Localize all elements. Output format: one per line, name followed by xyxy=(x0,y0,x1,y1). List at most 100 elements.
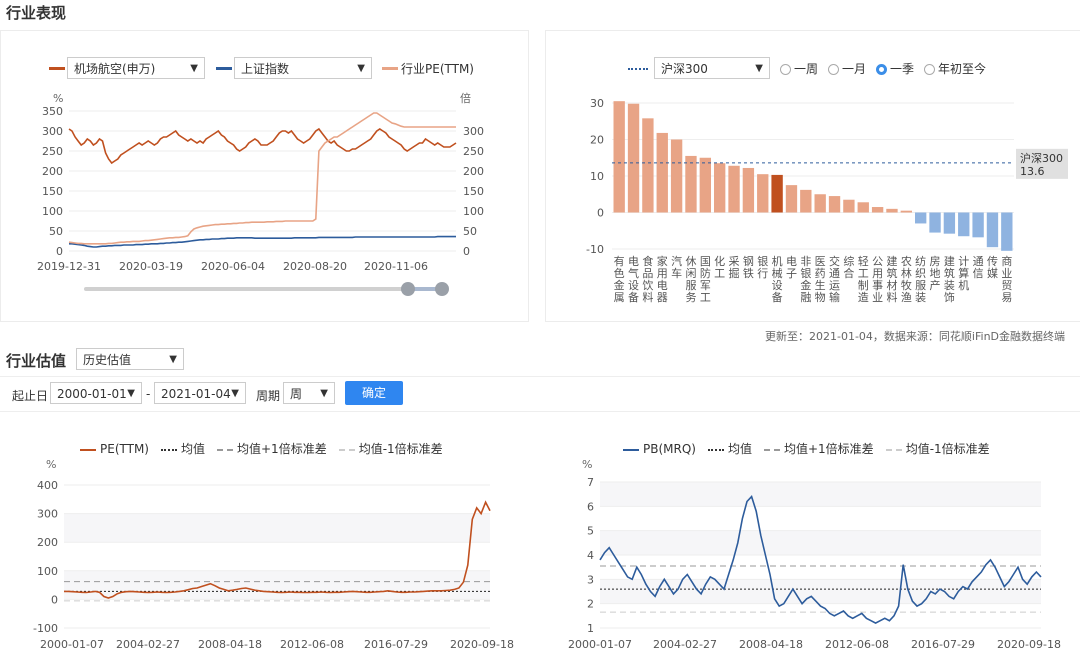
y-tick: 1 xyxy=(587,622,594,635)
x-tick: 2008-04-18 xyxy=(198,638,262,651)
bar xyxy=(929,212,941,233)
x-tick-label: 传媒 xyxy=(987,255,998,280)
legend-label: 均值 xyxy=(727,442,752,456)
period-label: 周期 xyxy=(256,389,281,403)
y-left-tick: 150 xyxy=(42,185,63,198)
section-title-performance: 行业表现 xyxy=(6,4,67,22)
legend-item[interactable]: 均值+1倍标准差 xyxy=(763,442,874,456)
legend-item[interactable]: 均值-1倍标准差 xyxy=(885,442,990,456)
x-tick-label: 公用事业 xyxy=(872,255,883,304)
industry-select-value: 机场航空(申万) xyxy=(74,62,156,76)
pe-legend: PE(TTM) 均值 均值+1倍标准差 均值-1倍标准差 xyxy=(80,440,455,457)
legend-label: 均值-1倍标准差 xyxy=(358,442,443,456)
grid-band xyxy=(600,482,1041,507)
pe-history-chart: % -100 0 100 200 300 400 2000-01-07 2004-02-27 20… xyxy=(33,458,514,651)
x-tick-label: 钢铁 xyxy=(743,255,754,280)
chevron-down-icon: ▼ xyxy=(190,63,198,74)
y-tick: 20 xyxy=(590,134,604,147)
legend-label: 均值-1倍标准差 xyxy=(905,442,990,456)
y-right-tick: 50 xyxy=(463,225,477,238)
range-slider-handle-left[interactable] xyxy=(401,282,415,296)
legend-label: 均值+1倍标准差 xyxy=(783,442,874,456)
benchmark-select[interactable]: 沪深300 ▼ xyxy=(654,57,770,79)
bar xyxy=(814,194,826,213)
range-slider-handle-right[interactable] xyxy=(435,282,449,296)
bar xyxy=(1001,212,1013,251)
x-tick-label: 轻工制造 xyxy=(858,254,869,304)
bar xyxy=(843,199,855,213)
period-radio-1[interactable]: 一月 xyxy=(828,62,866,76)
legend-swatch xyxy=(80,448,96,451)
index-legend-swatch xyxy=(216,67,232,70)
y-tick: 4 xyxy=(587,549,594,562)
bar xyxy=(785,185,798,213)
bar xyxy=(656,132,668,213)
legend-label: PE(TTM) xyxy=(100,442,149,456)
index-select-value: 上证指数 xyxy=(241,62,290,76)
x-tick: 2012-06-08 xyxy=(825,638,889,651)
x-tick-label: 建筑材料 xyxy=(886,254,897,304)
pb-history-chart: % 1 2 3 4 5 6 7 2000-01-07 2004-02-27 2008-04-18 20… xyxy=(568,458,1061,651)
legend-label: 均值 xyxy=(180,442,205,456)
y-tick: -100 xyxy=(33,622,58,635)
start-date-select[interactable]: 2000-01-01 ▼ xyxy=(50,382,142,404)
bar xyxy=(742,167,755,213)
industry-ranking-panel: 沪深300 ▼ 一周 一月 一季 年初至今 -10 0 10 20 30 有色金属 电气设备 食品饮料… xyxy=(545,30,1080,322)
y-unit: % xyxy=(46,458,56,471)
legend-item[interactable]: 均值 xyxy=(707,442,752,456)
bar xyxy=(699,157,711,213)
period-radio-2[interactable]: 一季 xyxy=(876,62,914,76)
end-date-select[interactable]: 2021-01-04 ▼ xyxy=(154,382,246,404)
y-tick: 200 xyxy=(37,536,58,549)
pe-history-panel: PE(TTM) 均值 均值+1倍标准差 均值-1倍标准差 % -100 0 100 200 30… xyxy=(0,430,540,662)
grid-band xyxy=(64,570,490,600)
period-radio-0[interactable]: 一周 xyxy=(780,62,818,76)
legend-item[interactable]: 均值 xyxy=(160,442,205,456)
y-tick: 0 xyxy=(597,207,604,220)
bar xyxy=(757,174,769,213)
valuation-type-select[interactable]: 历史估值 ▼ xyxy=(76,348,184,370)
industry-select[interactable]: 机场航空(申万) ▼ xyxy=(67,57,205,79)
legend-item[interactable]: 均值+1倍标准差 xyxy=(217,442,327,456)
y-tick: 300 xyxy=(37,508,58,521)
legend-item[interactable]: PE(TTM) xyxy=(80,442,149,456)
y-right-tick: 150 xyxy=(463,185,484,198)
legend-swatch xyxy=(623,448,639,451)
x-tick: 2012-06-08 xyxy=(280,638,344,651)
bar xyxy=(972,212,984,238)
period-select[interactable]: 周 ▼ xyxy=(283,382,335,404)
bar xyxy=(771,174,783,213)
ranking-bar-chart: -10 0 10 20 30 有色金属电气设备食品饮料家用电器汽车休闲服务国防军工化工采掘… xyxy=(586,97,1068,304)
y-unit: % xyxy=(582,458,592,471)
period-radio-label: 一季 xyxy=(890,62,915,76)
pb-history-panel: PB(MRQ) 均值 均值+1倍标准差 均值-1倍标准差 % 1 2 3 4 5 6 7 2000-0… xyxy=(545,430,1080,662)
legend-swatch xyxy=(160,448,177,451)
legend-item[interactable]: PB(MRQ) xyxy=(623,442,696,456)
bar xyxy=(613,101,625,213)
bar xyxy=(627,103,640,213)
y-tick: 30 xyxy=(590,97,604,110)
benchmark-tag-bg xyxy=(1016,148,1068,179)
y-left-tick: 50 xyxy=(49,225,63,238)
y-tick: -10 xyxy=(586,243,604,256)
bar xyxy=(728,165,740,213)
period-radio-3[interactable]: 年初至今 xyxy=(924,62,986,76)
x-tick-label: 房地产 xyxy=(930,255,941,292)
x-tick: 2004-02-27 xyxy=(116,638,180,651)
bar xyxy=(915,212,927,224)
y-right-tick: 300 xyxy=(463,125,484,138)
x-tick-label: 有色金属 xyxy=(614,254,625,304)
bar xyxy=(886,208,898,213)
confirm-button[interactable]: 确定 xyxy=(345,381,403,405)
x-tick-label: 农林牧渔 xyxy=(901,254,912,304)
y-tick: 6 xyxy=(587,500,594,513)
y-right-unit: 倍 xyxy=(460,91,471,105)
index-select[interactable]: 上证指数 ▼ xyxy=(234,57,372,79)
legend-item[interactable]: 均值-1倍标准差 xyxy=(338,442,443,456)
x-tick-label: 银行 xyxy=(757,254,768,280)
benchmark-tag-value: 13.6 xyxy=(1020,165,1045,178)
bar xyxy=(670,139,683,213)
y-tick: 2 xyxy=(587,598,594,611)
x-tick-label: 电子 xyxy=(786,255,797,280)
pe-legend-swatch xyxy=(382,67,398,70)
